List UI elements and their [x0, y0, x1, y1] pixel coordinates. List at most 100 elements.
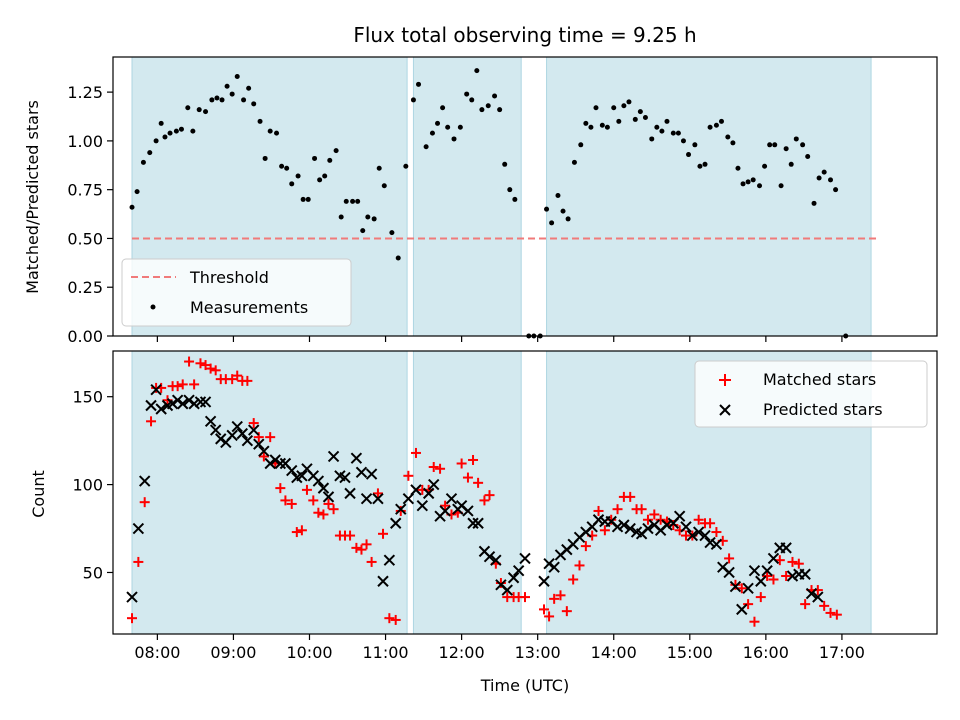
- measurements-point-83: [599, 122, 605, 128]
- predicted-stars-point-3: [138, 475, 151, 487]
- measurements-point-102: [702, 161, 708, 167]
- predicted-stars-point-63: [472, 517, 484, 529]
- matched-stars-point-10: [177, 379, 188, 390]
- measurements-point-96: [670, 130, 676, 136]
- predicted-stars-point-1: [126, 591, 138, 603]
- matched-stars-point-81: [593, 505, 604, 516]
- predicted-stars-point-58: [445, 492, 458, 505]
- measurements-point-6: [158, 120, 164, 126]
- top-panel-series: [129, 68, 877, 339]
- measurements-point-63: [479, 107, 485, 113]
- measurements-point-4: [147, 150, 153, 156]
- predicted-stars-point-108: [761, 565, 773, 577]
- matched-stars-point-109: [768, 574, 779, 585]
- predicted-stars-point-28: [274, 457, 287, 470]
- matched-stars-point-72: [539, 604, 550, 615]
- x-tick-label: 17:00: [819, 643, 865, 662]
- predicted-stars-point-109: [767, 552, 780, 565]
- matched-stars-point-38: [328, 504, 339, 515]
- matched-stars-point-65: [484, 490, 495, 501]
- matched-stars-point-23: [248, 418, 259, 429]
- predicted-stars-point-17: [215, 433, 227, 445]
- matched-stars-point-35: [313, 507, 324, 518]
- predicted-stars-point-111: [780, 542, 792, 554]
- measurements-point-120: [800, 142, 806, 148]
- matched-stars-point-52: [410, 447, 421, 458]
- measurements-point-106: [725, 134, 731, 140]
- measurements-point-32: [300, 196, 306, 202]
- x-tick-label: 16:00: [743, 643, 789, 662]
- matched-stars-point-43: [356, 544, 367, 555]
- predicted-stars-point-25: [258, 445, 270, 457]
- matched-stars-point-119: [831, 609, 842, 620]
- shaded-interval-3: [546, 56, 872, 337]
- matched-stars-point-7: [162, 395, 173, 406]
- legend-predicted-label: Predicted stars: [763, 400, 883, 419]
- legend-measurements-label: Measurements: [190, 298, 308, 317]
- predicted-stars-point-53: [416, 499, 429, 512]
- predicted-stars-point-21: [236, 427, 249, 440]
- predicted-stars-point-30: [286, 464, 298, 477]
- matched-stars-point-99: [705, 518, 716, 529]
- measurements-point-61: [469, 97, 475, 103]
- predicted-stars-point-50: [395, 503, 407, 515]
- measurements-point-62: [474, 68, 480, 74]
- measurements-point-21: [241, 97, 247, 103]
- measurements-point-119: [793, 136, 799, 142]
- predicted-stars-point-14: [199, 396, 212, 408]
- measurements-point-90: [637, 109, 643, 115]
- matched-stars-point-36: [318, 509, 329, 520]
- predicted-stars-point-102: [723, 566, 735, 579]
- y-tick-label: 50: [83, 563, 103, 582]
- y-tick-label: 100: [72, 476, 103, 495]
- measurements-point-107: [730, 140, 736, 146]
- measurements-point-29: [284, 165, 290, 171]
- legend-measurements-swatch: [150, 304, 156, 310]
- top-legend-box: [121, 258, 352, 327]
- measurements-point-80: [583, 120, 589, 126]
- measurements-point-67: [502, 161, 508, 167]
- shaded-interval-2: [412, 56, 522, 337]
- measurements-point-39: [338, 214, 344, 220]
- matched-stars-point-42: [351, 542, 362, 553]
- matched-stars-point-13: [195, 358, 206, 369]
- predicted-stars-point-42: [350, 452, 363, 464]
- measurements-point-54: [429, 130, 435, 136]
- matched-stars-point-67: [495, 578, 506, 589]
- measurements-point-79: [578, 142, 584, 148]
- measurements-point-35: [317, 177, 323, 183]
- legend-predicted-swatch: [719, 404, 731, 416]
- matched-stars-point-49: [390, 614, 401, 625]
- matched-stars-point-111: [781, 570, 792, 581]
- predicted-stars-point-68: [501, 584, 513, 596]
- matched-stars-point-51: [403, 470, 414, 481]
- measurements-point-16: [214, 95, 220, 101]
- predicted-stars-point-72: [538, 575, 550, 587]
- predicted-stars-point-106: [748, 565, 761, 577]
- measurements-point-51: [410, 97, 416, 103]
- predicted-stars-point-47: [377, 575, 389, 587]
- predicted-stars-point-57: [439, 505, 451, 517]
- legend-matched-swatch: [719, 374, 731, 386]
- measurements-point-68: [507, 187, 513, 193]
- predicted-stars-point-19: [226, 429, 238, 442]
- measurements-point-103: [707, 124, 713, 130]
- measurements-point-92: [649, 136, 655, 142]
- matched-stars-point-32: [296, 525, 307, 536]
- measurements-point-112: [757, 183, 763, 189]
- y-tick-label: 1.25: [67, 83, 103, 102]
- matched-stars-point-76: [561, 606, 572, 617]
- predicted-stars-point-44: [360, 492, 373, 505]
- matched-stars-point-102: [724, 553, 735, 564]
- measurements-point-113: [762, 163, 768, 169]
- measurements-point-81: [588, 124, 594, 130]
- measurements-point-124: [821, 169, 827, 175]
- predicted-stars-point-115: [805, 587, 818, 600]
- measurements-point-84: [604, 124, 610, 130]
- x-tick-label: 13:00: [515, 643, 561, 662]
- measurements-point-76: [560, 208, 566, 214]
- measurements-point-85: [611, 105, 617, 111]
- matched-stars-point-28: [275, 483, 286, 494]
- predicted-stars-point-99: [704, 536, 716, 549]
- measurements-point-14: [203, 109, 209, 115]
